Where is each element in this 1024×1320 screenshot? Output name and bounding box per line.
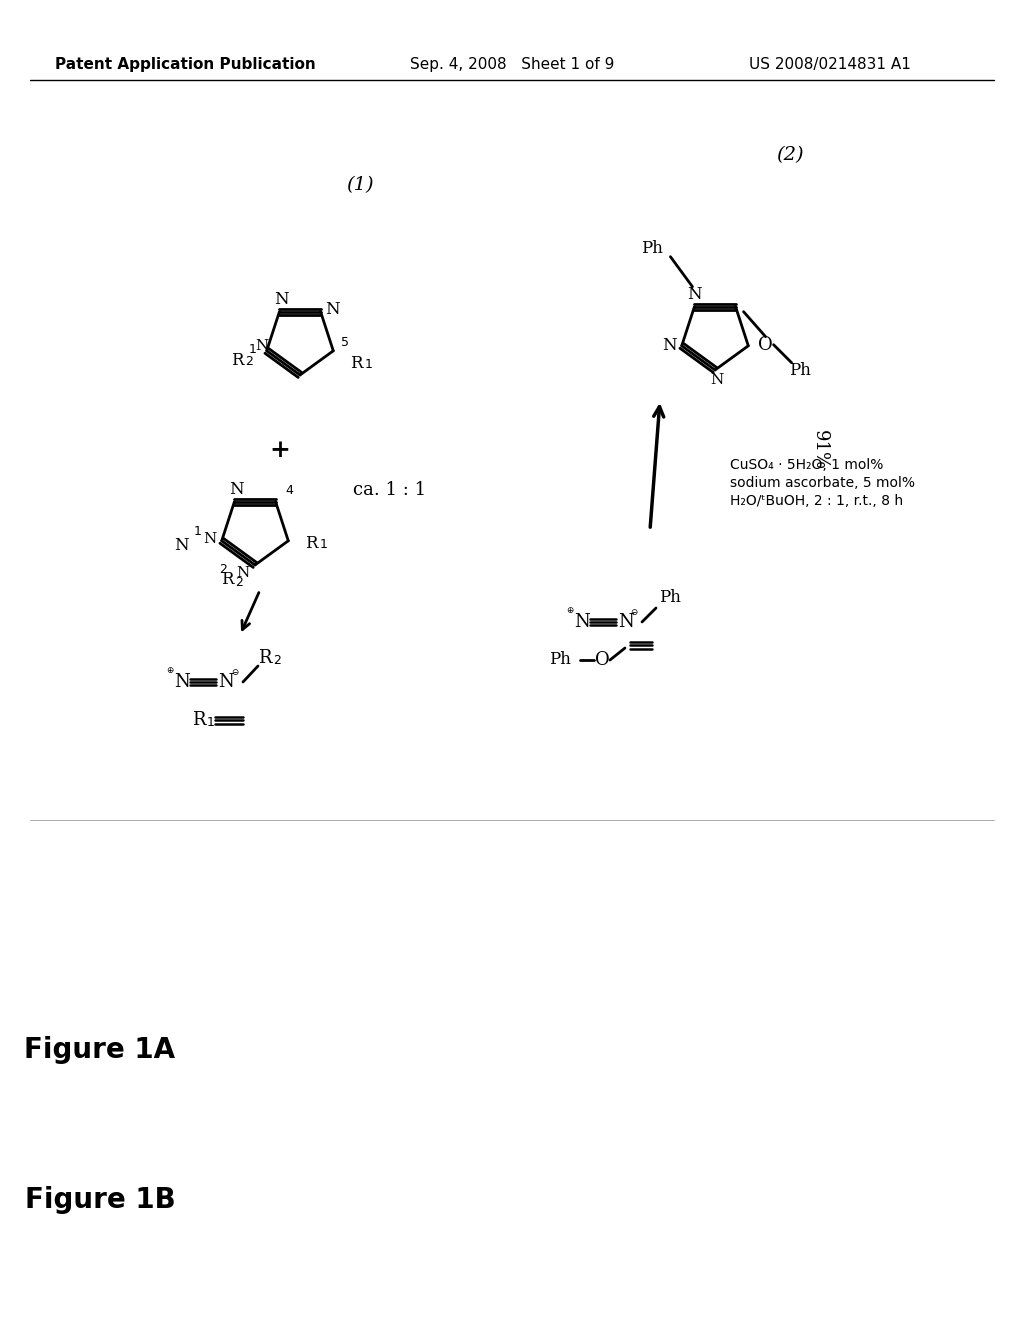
Text: Ph: Ph [659, 590, 681, 606]
Text: N: N [229, 482, 244, 498]
Text: R: R [221, 572, 233, 589]
Text: N: N [711, 374, 724, 387]
Text: $^\ominus$: $^\ominus$ [229, 669, 241, 682]
Text: 1: 1 [194, 525, 202, 537]
Text: N: N [687, 286, 701, 304]
Text: N: N [255, 339, 268, 352]
Text: (2): (2) [776, 147, 804, 164]
Text: 2: 2 [234, 576, 243, 589]
Text: R: R [305, 535, 317, 552]
Text: 2: 2 [273, 653, 281, 667]
Text: $^\oplus$: $^\oplus$ [565, 607, 575, 620]
Text: +: + [269, 438, 291, 462]
Text: 1: 1 [249, 343, 257, 356]
Text: R: R [258, 649, 271, 667]
Text: N: N [203, 532, 216, 545]
Text: 2: 2 [246, 355, 253, 368]
Text: 5: 5 [341, 335, 349, 348]
Text: N: N [274, 292, 289, 308]
Text: N: N [218, 673, 233, 690]
Text: ca. 1 : 1: ca. 1 : 1 [353, 480, 427, 499]
Text: 2: 2 [219, 564, 227, 576]
Text: $^\ominus$: $^\ominus$ [629, 609, 639, 622]
Text: N: N [663, 338, 677, 354]
Text: N: N [237, 566, 250, 579]
Text: 1: 1 [365, 358, 373, 371]
Text: O: O [758, 335, 773, 354]
Text: N: N [574, 612, 590, 631]
Text: US 2008/0214831 A1: US 2008/0214831 A1 [750, 58, 911, 73]
Text: R: R [193, 711, 206, 729]
Text: Ph: Ph [788, 362, 811, 379]
Text: Ph: Ph [641, 240, 663, 257]
Text: (1): (1) [346, 176, 374, 194]
Text: H₂O/ᵗBuOH, 2 : 1, r.t., 8 h: H₂O/ᵗBuOH, 2 : 1, r.t., 8 h [730, 494, 903, 508]
Text: Figure 1B: Figure 1B [25, 1185, 175, 1214]
Text: Ph: Ph [549, 652, 571, 668]
Text: Patent Application Publication: Patent Application Publication [54, 58, 315, 73]
Text: R: R [231, 351, 244, 368]
Text: 1: 1 [207, 715, 215, 729]
Text: N: N [326, 301, 340, 318]
Text: 1: 1 [319, 539, 328, 552]
Text: $^\oplus$: $^\oplus$ [165, 667, 175, 680]
Text: R: R [350, 355, 362, 372]
Text: O: O [595, 651, 609, 669]
Text: N: N [174, 537, 189, 554]
Text: 4: 4 [286, 483, 294, 496]
Text: N: N [174, 673, 189, 690]
Text: N: N [618, 612, 634, 631]
Text: Figure 1A: Figure 1A [25, 1036, 175, 1064]
Text: 91%: 91% [811, 430, 829, 470]
Text: Sep. 4, 2008   Sheet 1 of 9: Sep. 4, 2008 Sheet 1 of 9 [410, 58, 614, 73]
Text: sodium ascorbate, 5 mol%: sodium ascorbate, 5 mol% [730, 477, 915, 490]
Text: CuSO₄ · 5H₂O, 1 mol%: CuSO₄ · 5H₂O, 1 mol% [730, 458, 884, 473]
